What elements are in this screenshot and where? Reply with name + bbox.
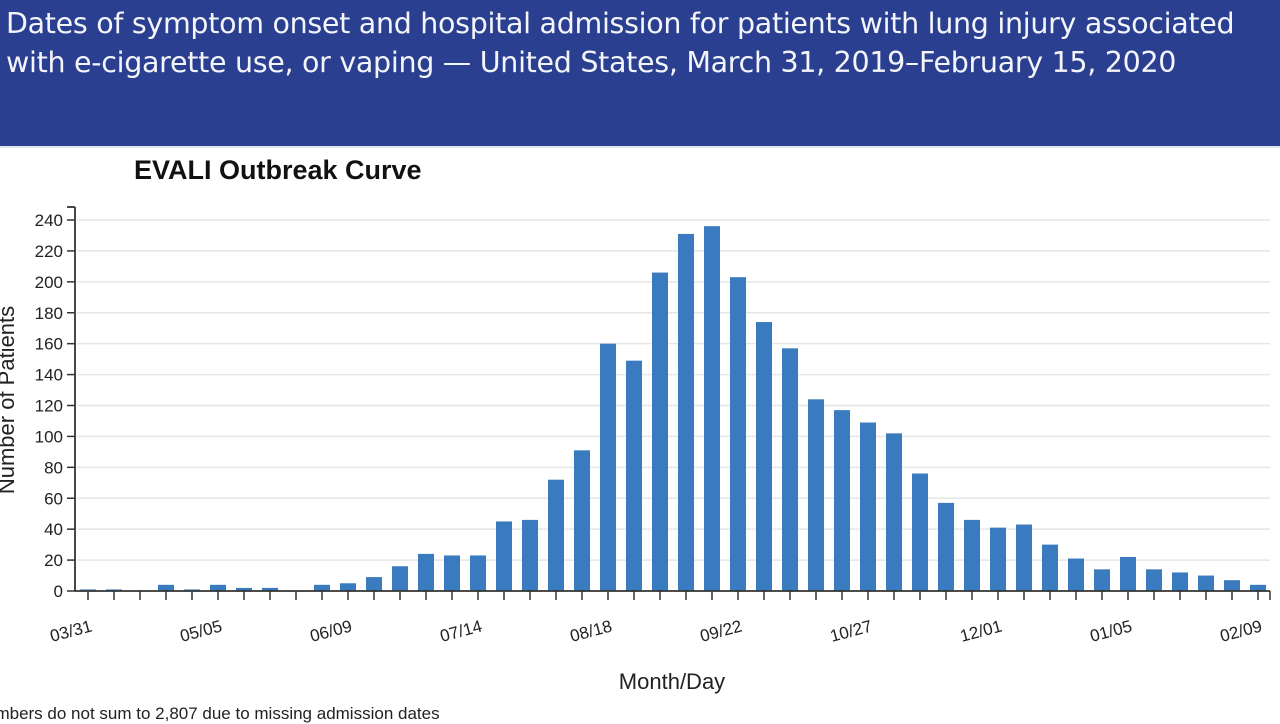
y-tick-label: 240 <box>35 211 63 230</box>
bar-08/18 <box>600 343 616 591</box>
bar-06/09 <box>340 583 356 591</box>
y-tick-label: 60 <box>44 489 63 508</box>
bar-11/24 <box>964 519 980 591</box>
x-tick-label: 07/14 <box>438 617 484 646</box>
y-tick-label: 140 <box>35 366 63 385</box>
x-tick-label: 05/05 <box>178 617 224 646</box>
bar-09/29 <box>756 322 772 591</box>
page-title: Dates of symptom onset and hospital admi… <box>6 7 1235 79</box>
x-tick-label: 08/18 <box>568 617 614 646</box>
bar-11/10 <box>912 473 928 591</box>
y-tick-label: 20 <box>44 551 63 570</box>
bar-06/30 <box>418 553 434 591</box>
bar-12/01 <box>990 527 1006 591</box>
y-tick-label: 160 <box>35 335 63 354</box>
bar-07/07 <box>444 555 460 591</box>
bar-01/05 <box>1120 556 1136 591</box>
bar-09/08 <box>678 233 694 591</box>
bar-09/22 <box>730 277 746 591</box>
bar-07/28 <box>522 519 538 591</box>
y-tick-label: 120 <box>35 397 63 416</box>
y-tick-label: 0 <box>54 582 63 601</box>
y-tick-label: 100 <box>35 427 63 446</box>
bar-01/26 <box>1198 575 1214 591</box>
bar-09/15 <box>704 226 720 591</box>
bar-01/12 <box>1146 569 1162 591</box>
x-tick-label: 03/31 <box>48 617 94 646</box>
footnote: umbers do not sum to 2,807 due to missin… <box>0 704 440 723</box>
x-tick-label: 01/05 <box>1088 617 1134 646</box>
bar-05/19 <box>262 587 278 591</box>
x-tick-label: 10/27 <box>828 617 874 646</box>
y-tick-label: 40 <box>44 520 63 539</box>
bar-06/23 <box>392 566 408 591</box>
bar-06/02 <box>314 584 330 591</box>
chart-title: EVALI Outbreak Curve <box>134 155 422 185</box>
bar-10/27 <box>860 422 876 591</box>
bar-02/02 <box>1224 580 1240 591</box>
bar-06/16 <box>366 577 382 591</box>
bar-07/14 <box>470 555 486 591</box>
bar-04/21 <box>158 584 174 591</box>
bar-10/20 <box>834 410 850 591</box>
bar-11/03 <box>886 433 902 591</box>
bar-10/13 <box>808 399 824 591</box>
bar-08/25 <box>626 360 642 591</box>
y-tick-label: 200 <box>35 273 63 292</box>
bar-10/06 <box>782 348 798 591</box>
x-tick-label: 12/01 <box>958 617 1004 646</box>
bar-12/08 <box>1016 524 1032 591</box>
bar-08/11 <box>574 450 590 591</box>
bar-12/29 <box>1094 569 1110 591</box>
x-tick-label: 02/09 <box>1218 617 1264 646</box>
bar-02/09 <box>1250 584 1266 591</box>
bar-01/19 <box>1172 572 1188 591</box>
bar-12/22 <box>1068 558 1084 591</box>
y-tick-label: 220 <box>35 242 63 261</box>
y-tick-label: 180 <box>35 304 63 323</box>
bar-08/04 <box>548 479 564 591</box>
x-tick-label: 09/22 <box>698 617 744 646</box>
bar-11/17 <box>938 502 954 591</box>
bar-05/05 <box>210 584 226 591</box>
y-tick-label: 80 <box>44 458 63 477</box>
bar-12/15 <box>1042 544 1058 591</box>
y-axis-title: Number of Patients <box>0 306 19 494</box>
bar-09/01 <box>652 272 668 591</box>
bar-05/12 <box>236 587 252 591</box>
header-banner: Dates of symptom onset and hospital admi… <box>0 0 1280 148</box>
x-tick-label: 06/09 <box>308 617 354 646</box>
bar-07/21 <box>496 521 512 591</box>
x-axis-title: Month/Day <box>619 669 725 694</box>
